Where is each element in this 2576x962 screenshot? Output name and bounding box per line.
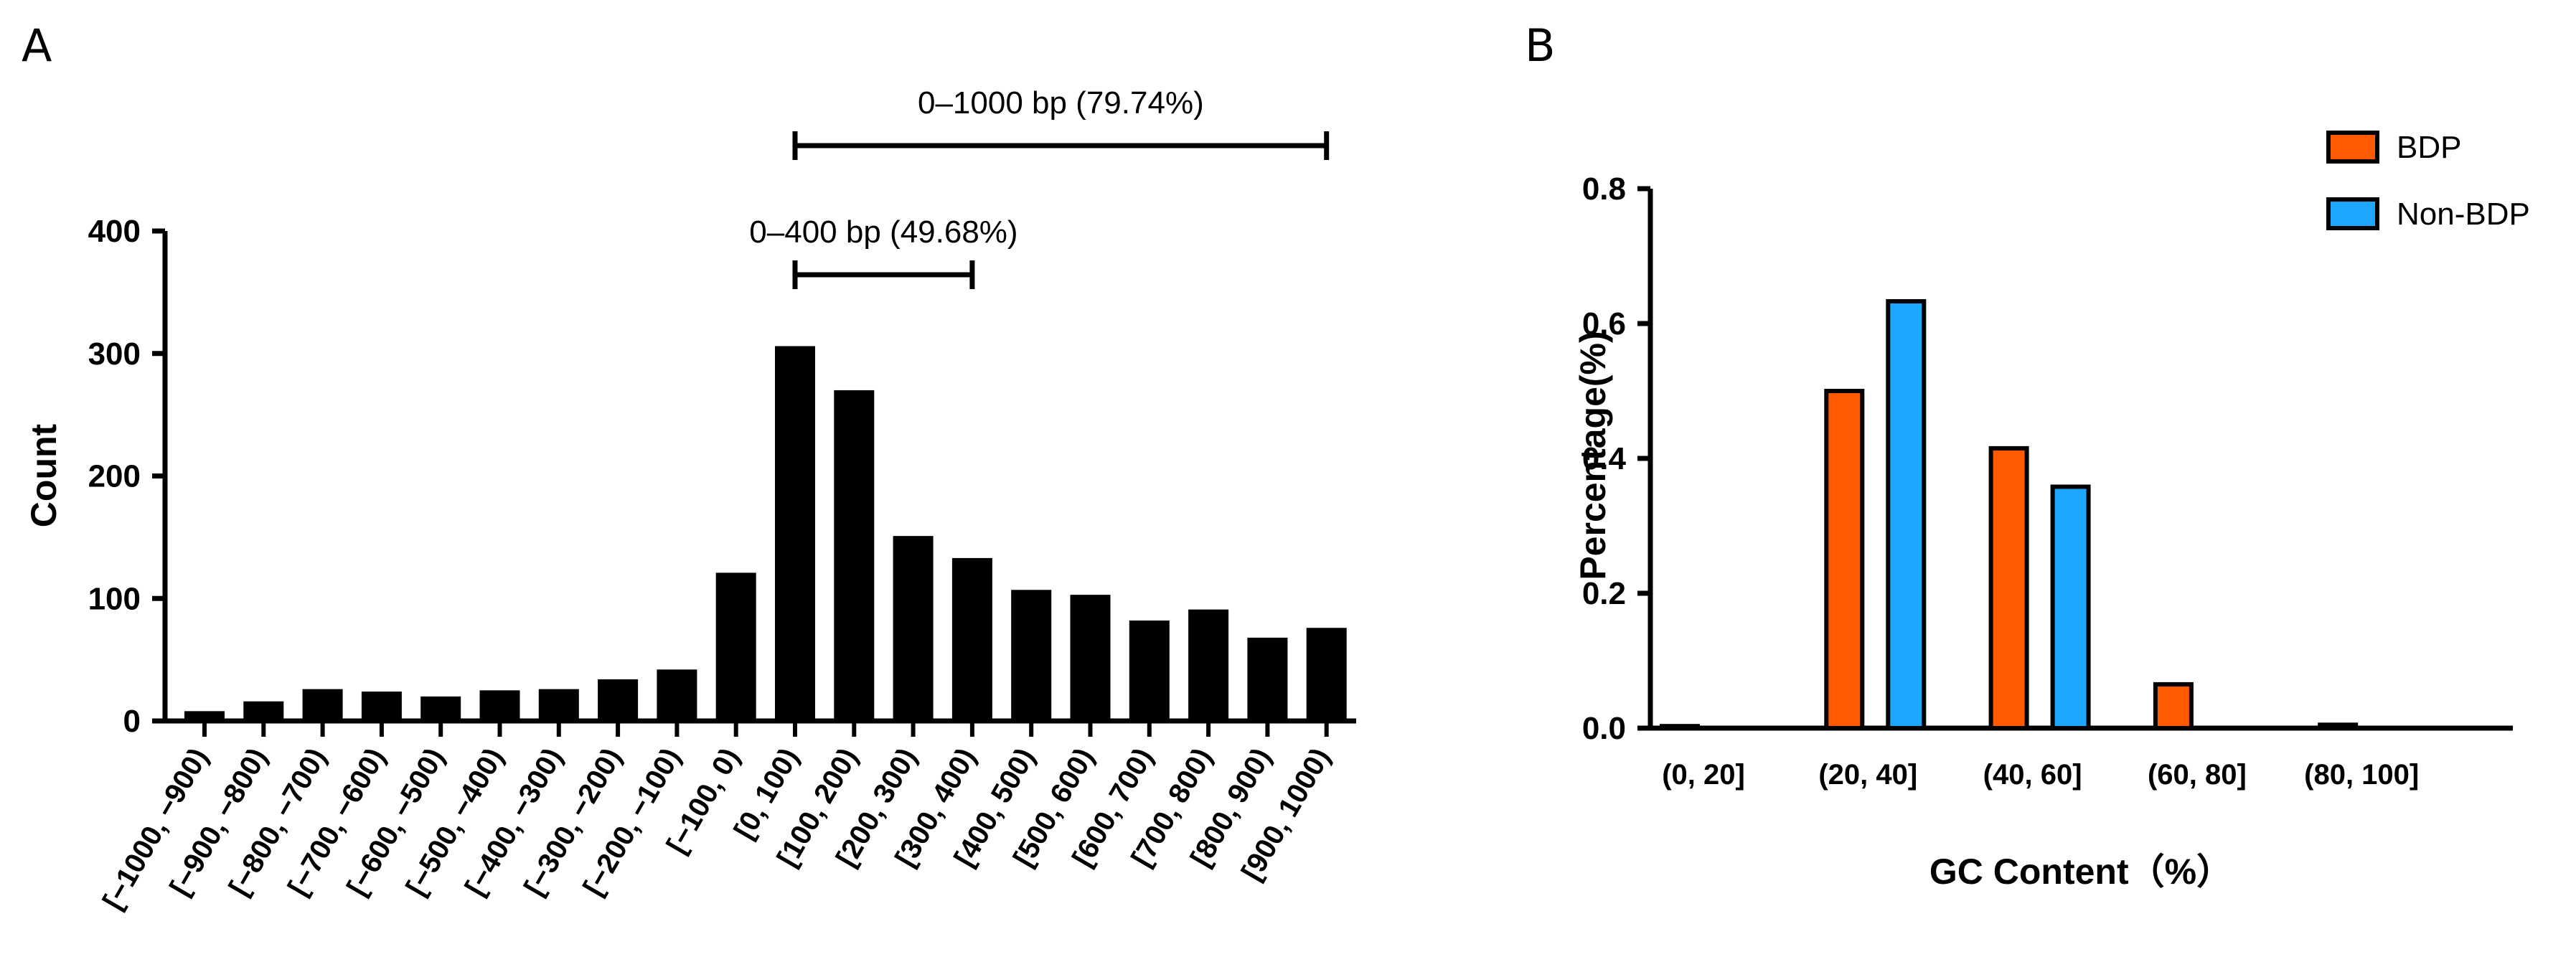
panel-b-bar-bdp [1660,724,1700,730]
panel-b-y-tick-label: 0.6 [1582,306,1626,341]
panel-a-bar [420,696,461,721]
panel-a-bar [538,689,579,721]
panel-a-bar [243,701,284,721]
panel-b-y-axis-title: Percentage(%) [1573,331,1613,580]
panel-a-bar [893,536,934,721]
panel-a-bar [834,390,875,721]
panel-a-bar [1070,595,1111,721]
panel-a-bar [361,692,402,721]
panel-a-bar [657,669,697,721]
panel-b-bar-bdp [2318,722,2359,730]
panel-b-y-tick-label: 0.0 [1582,711,1626,746]
panel-b-x-axis-title: GC Content（%） [1929,852,2232,892]
panel-b-bar-bdp [2153,682,2194,731]
panel-a-bar [1129,620,1170,721]
panel-a-y-tick-label: 400 [88,214,141,249]
panel-a-bracket-label: 0–400 bp (49.68%) [749,214,1017,250]
panel-a-bar [598,679,639,721]
legend-label-bdp: BDP [2397,130,2461,165]
panel-b-bar-bdp [1988,445,2029,731]
panel-a-bracket-label: 0–1000 bp (79.74%) [918,85,1204,121]
panel-b-category-label: (80, 100] [2304,759,2419,791]
panel-a-bar [479,690,520,721]
panel-b-category-label: (20, 40] [1818,759,1917,791]
panel-b-bar-non-bdp [2050,484,2091,730]
panel-b-bar-non-bdp [1886,298,1927,731]
panel-a-bar [1247,637,1288,721]
panel-a-bar [1306,628,1347,721]
panel-a-bar [1188,609,1229,721]
panel-b-letter: B [1525,19,1556,72]
legend-label-non-bdp: Non-BDP [2397,197,2530,232]
panel-a-bar [715,572,756,721]
panel-a-y-axis-title: Count [24,423,64,527]
panel-a-y-tick-label: 300 [88,336,141,372]
panel-a-bar [184,711,225,721]
panel-a-bar [302,689,343,721]
panel-b-y-tick-label: 0.4 [1582,441,1627,476]
legend-swatch-non-bdp [2326,197,2379,230]
panel-b-legend: BDP Non-BDP [2326,130,2530,232]
panel-a-bar [951,557,992,721]
panel-a-y-tick-label: 100 [88,581,141,616]
panel-a-y-tick-label: 0 [123,704,141,739]
legend-swatch-bdp [2326,131,2379,164]
panel-b-y-tick-label: 0.2 [1582,576,1626,611]
panel-b-bar-bdp [1824,389,1865,730]
panel-a-letter: A [22,19,52,72]
panel-b-category-label: (0, 20] [1662,759,1745,791]
panel-b-category-label: (40, 60] [1983,759,2082,791]
panel-b-y-tick-label: 0.8 [1582,171,1626,207]
panel-b-category-label: (60, 80] [2148,759,2247,791]
panel-a-bar [1011,590,1052,721]
panel-a-y-tick-label: 200 [88,459,141,494]
panel-a-bar [775,346,815,721]
